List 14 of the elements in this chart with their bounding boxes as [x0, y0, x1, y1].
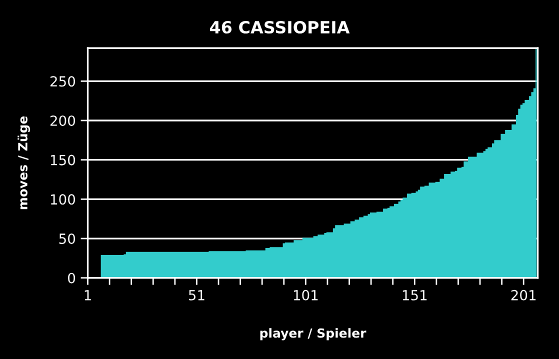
x-tick-label: 1 [84, 290, 91, 300]
y-axis-title: moves / Züge [18, 116, 30, 210]
x-axis-title: player / Spieler [260, 328, 366, 340]
y-tick-label: 150 [50, 154, 76, 166]
chart-title: 46 CASSIOPEIA [210, 20, 350, 34]
x-tick-label: 201 [511, 290, 536, 300]
x-tick-label: 101 [294, 290, 318, 300]
y-tick-label: 250 [50, 76, 76, 87]
y-tick-label: 50 [59, 233, 76, 244]
y-tick-label: 200 [50, 115, 76, 126]
y-tick-label: 100 [50, 194, 76, 205]
y-tick-label: 0 [68, 272, 76, 284]
x-tick-label: 51 [188, 290, 204, 300]
x-tick-label: 151 [402, 290, 427, 300]
